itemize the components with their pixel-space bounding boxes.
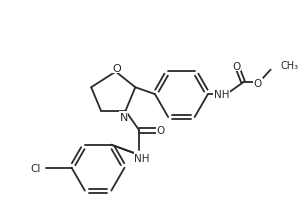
Text: O: O	[232, 61, 240, 71]
Text: Cl: Cl	[31, 163, 41, 173]
Text: CH₃: CH₃	[281, 60, 299, 70]
Text: O: O	[254, 79, 262, 89]
Text: N: N	[119, 112, 128, 122]
Text: NH: NH	[214, 90, 229, 100]
Text: O: O	[157, 126, 165, 136]
Text: O: O	[112, 63, 121, 73]
Text: NH: NH	[135, 153, 150, 163]
